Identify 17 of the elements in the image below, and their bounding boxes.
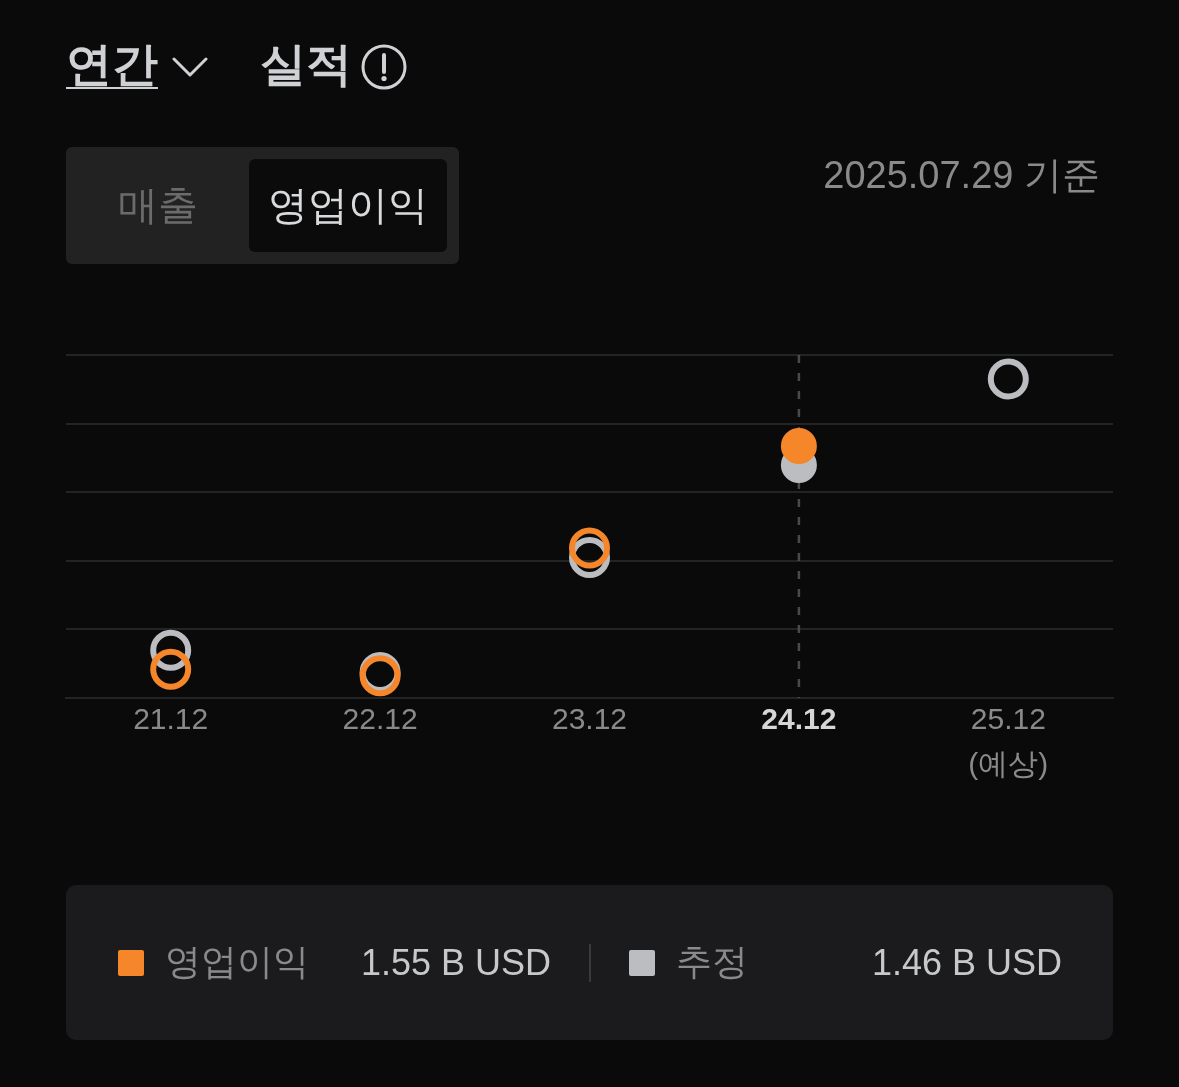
x-tick-label: 23.12 [551,701,628,735]
x-tick-label: 25.12 (예상) [968,701,1049,780]
x-tick-label: 24.12 [761,701,837,735]
segmented-control: 매출 영업이익 [66,147,459,264]
text: 연간 [66,38,158,90]
point [569,527,610,569]
x-tick-label: 21.12 [133,701,209,735]
text: 1.55 B USD [360,941,551,984]
x-tick-label: 22.12 [342,701,418,735]
chart-title: 실적 [260,38,352,90]
chart-subtitle: 2025.07.29 기준 [823,154,1100,196]
legend-label: 영업이익 [165,940,309,984]
point [150,648,192,690]
point [987,358,1029,400]
legend-label: 추정 [676,940,748,984]
tab: 영업이익 [249,159,447,252]
text: 1.46 B USD [871,941,1062,984]
